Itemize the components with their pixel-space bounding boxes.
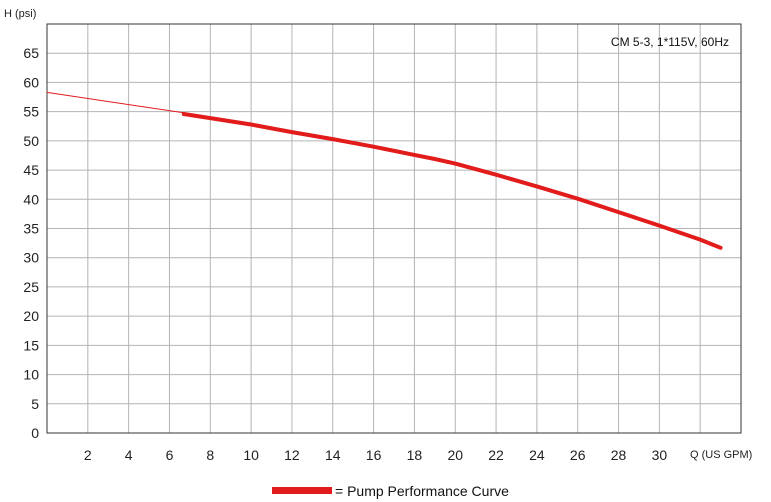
y-tick-label-25: 25 (23, 279, 39, 295)
y-tick-label-60: 60 (23, 74, 39, 90)
legend-swatch (272, 487, 332, 494)
model-annotation: CM 5-3, 1*115V, 60Hz (611, 35, 729, 49)
legend-label: = Pump Performance Curve (335, 483, 509, 499)
y-tick-label-10: 10 (23, 367, 39, 383)
y-tick-label-20: 20 (23, 308, 39, 324)
y-tick-label-50: 50 (23, 133, 39, 149)
x-tick-label-10: 10 (243, 447, 259, 463)
y-tick-label-35: 35 (23, 221, 39, 237)
x-tick-label-12: 12 (284, 447, 300, 463)
x-tick-label-16: 16 (366, 447, 382, 463)
y-tick-label-30: 30 (23, 250, 39, 266)
y-tick-label-55: 55 (23, 104, 39, 120)
pump-curve-line (181, 112, 723, 250)
y-tick-label-15: 15 (23, 337, 39, 353)
x-tick-label-24: 24 (529, 447, 545, 463)
x-tick-label-28: 28 (611, 447, 627, 463)
grid-lines (47, 24, 741, 433)
y-axis-ticks: 0 5 10 15 20 25 30 35 40 45 50 55 60 65 (23, 45, 39, 441)
x-tick-label-26: 26 (570, 447, 586, 463)
x-tick-label-14: 14 (325, 447, 341, 463)
y-tick-label-40: 40 (23, 191, 39, 207)
y-tick-label-0: 0 (31, 425, 39, 441)
y-axis-label: H (psi) (4, 8, 36, 20)
pump-curve-extension-line (46, 91, 185, 114)
x-tick-label-18: 18 (407, 447, 423, 463)
y-tick-label-5: 5 (31, 396, 39, 412)
x-tick-label-2: 2 (84, 447, 92, 463)
x-tick-label-20: 20 (447, 447, 463, 463)
x-tick-label-22: 22 (488, 447, 504, 463)
x-tick-label-4: 4 (125, 447, 133, 463)
x-axis-label: Q (US GPM) (690, 449, 752, 461)
y-tick-label-45: 45 (23, 162, 39, 178)
plot-area (46, 23, 742, 434)
x-axis-ticks: 2 4 6 8 10 12 14 16 18 20 22 24 26 28 30 (84, 447, 667, 463)
series-lines (46, 91, 723, 250)
x-tick-label-6: 6 (166, 447, 174, 463)
x-tick-label-30: 30 (652, 447, 668, 463)
y-tick-label-65: 65 (23, 45, 39, 61)
x-tick-label-8: 8 (206, 447, 214, 463)
